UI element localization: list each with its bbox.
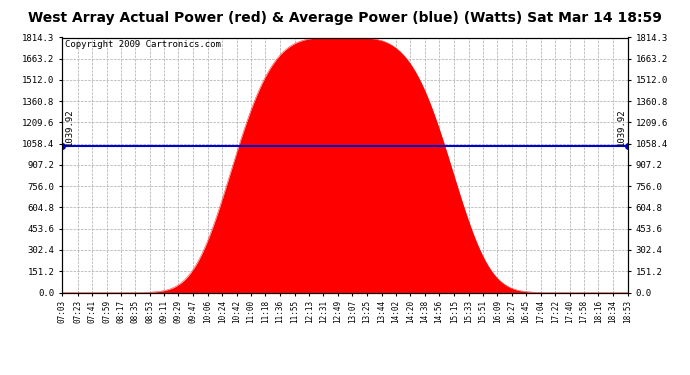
Text: 1039.92: 1039.92 xyxy=(64,109,74,146)
Text: 1039.92: 1039.92 xyxy=(616,109,626,146)
Text: Copyright 2009 Cartronics.com: Copyright 2009 Cartronics.com xyxy=(65,40,221,49)
Text: West Array Actual Power (red) & Average Power (blue) (Watts) Sat Mar 14 18:59: West Array Actual Power (red) & Average … xyxy=(28,11,662,25)
